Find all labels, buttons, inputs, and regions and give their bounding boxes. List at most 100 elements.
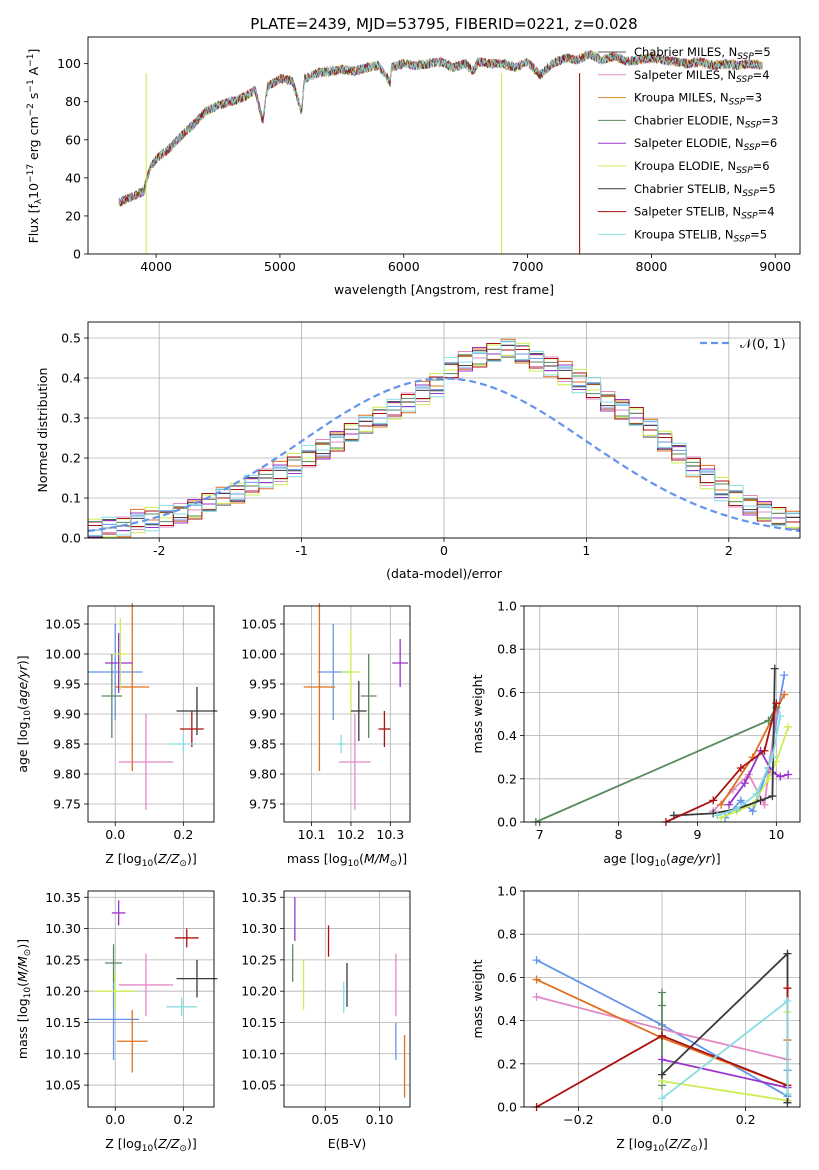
- x-tick-label: 0.0: [105, 1112, 125, 1127]
- x-tick-label: 0: [440, 543, 448, 558]
- y-tick-label: 0.0: [497, 815, 517, 830]
- y-axis-label: Flux [fλ10−17 erg cm−2 s−1 A−1]: [26, 49, 44, 244]
- label-part: 10: [653, 1144, 665, 1154]
- label-part: =5: [759, 182, 776, 196]
- x-axis-label: mass [log10(M/M⊙)]: [287, 851, 407, 869]
- x-tick-label: 9000: [759, 259, 791, 274]
- y-tick-label: 0.1: [61, 491, 81, 506]
- label-part: Z/Z: [157, 1136, 180, 1151]
- weight-marker-4: [776, 772, 785, 781]
- x-tick-label: 0.0: [652, 1112, 672, 1127]
- label-part: )]: [698, 1136, 708, 1151]
- label-part: M/M: [15, 956, 30, 982]
- y-tick-label: 1.0: [497, 884, 517, 899]
- label-part: Salpeter MILES, N: [634, 68, 736, 82]
- y-tick-label: 10.00: [45, 647, 81, 662]
- y-tick-label: 10.25: [45, 952, 81, 967]
- label-part: (: [359, 851, 364, 866]
- label-part: age/yr: [671, 851, 712, 866]
- spectrum-panel: 4000 5000 6000 7000 8000 9000 0 20 40 60 80 100 wave…: [26, 36, 801, 297]
- weight-line-4: [661, 1058, 789, 1101]
- x-tick-label: 10.1: [298, 827, 326, 842]
- weight-marker-8: [776, 712, 785, 721]
- mass-vs-extinction-panel: 0.05 0.10 10.05 10.10 10.15 10.20 10.25 10.30 10…: [241, 890, 411, 1151]
- label-part: 10: [142, 859, 154, 869]
- label-part: s: [26, 93, 41, 104]
- label-part: )]: [15, 939, 30, 949]
- weight-marker-8: [732, 805, 741, 814]
- label-part: ⊙: [179, 1144, 187, 1154]
- histogram-step-8: [87, 340, 800, 538]
- y-axis-label: mass weight: [470, 674, 485, 753]
- y-tick-label: 80: [65, 94, 81, 109]
- x-tick-label: 0.2: [173, 827, 193, 842]
- label-part: Chabrier MILES, N: [634, 45, 737, 59]
- x-axis-label: (data-model)/error: [386, 566, 503, 581]
- x-tick-label: 0.2: [173, 1112, 193, 1127]
- label-part: age [log: [15, 721, 30, 772]
- label-part: Salpeter ELODIE, N: [634, 136, 744, 150]
- gaussian-curve: [87, 377, 801, 533]
- weight-marker-6: [768, 792, 777, 801]
- weight-marker-0: [736, 796, 745, 805]
- y-tick-label: 10.05: [241, 1078, 277, 1093]
- y-tick-label: 10.05: [45, 1078, 81, 1093]
- label-part: E(B-V): [328, 1136, 367, 1151]
- weight-marker-2: [532, 975, 541, 984]
- label-part: ⊙: [690, 1144, 698, 1154]
- weight-marker-2: [780, 690, 789, 699]
- label-part: Z [log: [105, 1136, 141, 1151]
- label-part: (: [153, 851, 158, 866]
- y-tick-label: 10.20: [241, 984, 277, 999]
- label-part: 10: [26, 183, 41, 199]
- x-tick-label: -2: [153, 543, 165, 558]
- weight-marker-7: [760, 746, 769, 755]
- weight-marker-4: [740, 779, 749, 788]
- label-part: −1: [26, 79, 36, 92]
- x-axis-label: Z [log10(Z/Z⊙)]: [105, 1136, 196, 1154]
- label-part: SSP: [729, 98, 746, 108]
- weight-marker-8: [783, 997, 792, 1006]
- y-tick-label: 40: [65, 170, 81, 185]
- weight-marker-4: [784, 770, 793, 779]
- label-part: SSP: [741, 212, 758, 222]
- label-part: =3: [745, 91, 762, 105]
- x-axis-label: wavelength [Angstrom, rest frame]: [334, 282, 554, 297]
- y-tick-label: 0.2: [497, 771, 517, 786]
- label-part: Z [log: [616, 1136, 652, 1151]
- y-tick-label: 0.2: [61, 451, 81, 466]
- label-part: Kroupa MILES, N: [634, 91, 729, 105]
- y-tick-label: 9.90: [249, 707, 277, 722]
- weight-line-8: [716, 716, 782, 817]
- x-tick-label: 6000: [388, 259, 420, 274]
- legend-entry-8: Kroupa STELIB, NSSP=5: [634, 227, 767, 244]
- y-tick-label: 9.90: [53, 707, 81, 722]
- weight-marker-6: [783, 949, 792, 958]
- x-tick-label: 8000: [636, 259, 668, 274]
- weight-marker-0: [780, 671, 789, 680]
- y-tick-label: 9.75: [249, 797, 277, 812]
- label-part: λ: [34, 198, 44, 204]
- y-tick-label: 10.15: [45, 1015, 81, 1030]
- y-tick-label: 0.4: [497, 1013, 517, 1028]
- y-tick-label: 0.8: [497, 642, 517, 657]
- label-part: (: [153, 1136, 158, 1151]
- weight-marker-6: [770, 664, 779, 673]
- label-part: =4: [758, 205, 775, 219]
- label-part: 10: [142, 1144, 154, 1154]
- x-tick-label: 5000: [264, 259, 296, 274]
- weight-line-6: [661, 951, 789, 1103]
- x-tick-label: 10: [768, 827, 784, 842]
- y-tick-label: 0.6: [497, 970, 517, 985]
- weight-line-5: [720, 726, 790, 819]
- label-part: mass [log: [287, 851, 348, 866]
- y-axis-label: Normed distribution: [35, 368, 50, 493]
- y-tick-label: 60: [65, 132, 81, 147]
- y-tick-label: 10.20: [45, 984, 81, 999]
- y-tick-label: 0: [73, 247, 81, 262]
- weight-line-6: [673, 668, 776, 817]
- label-part: )]: [187, 851, 197, 866]
- label-part: =5: [754, 45, 771, 59]
- weight-marker-7: [736, 764, 745, 772]
